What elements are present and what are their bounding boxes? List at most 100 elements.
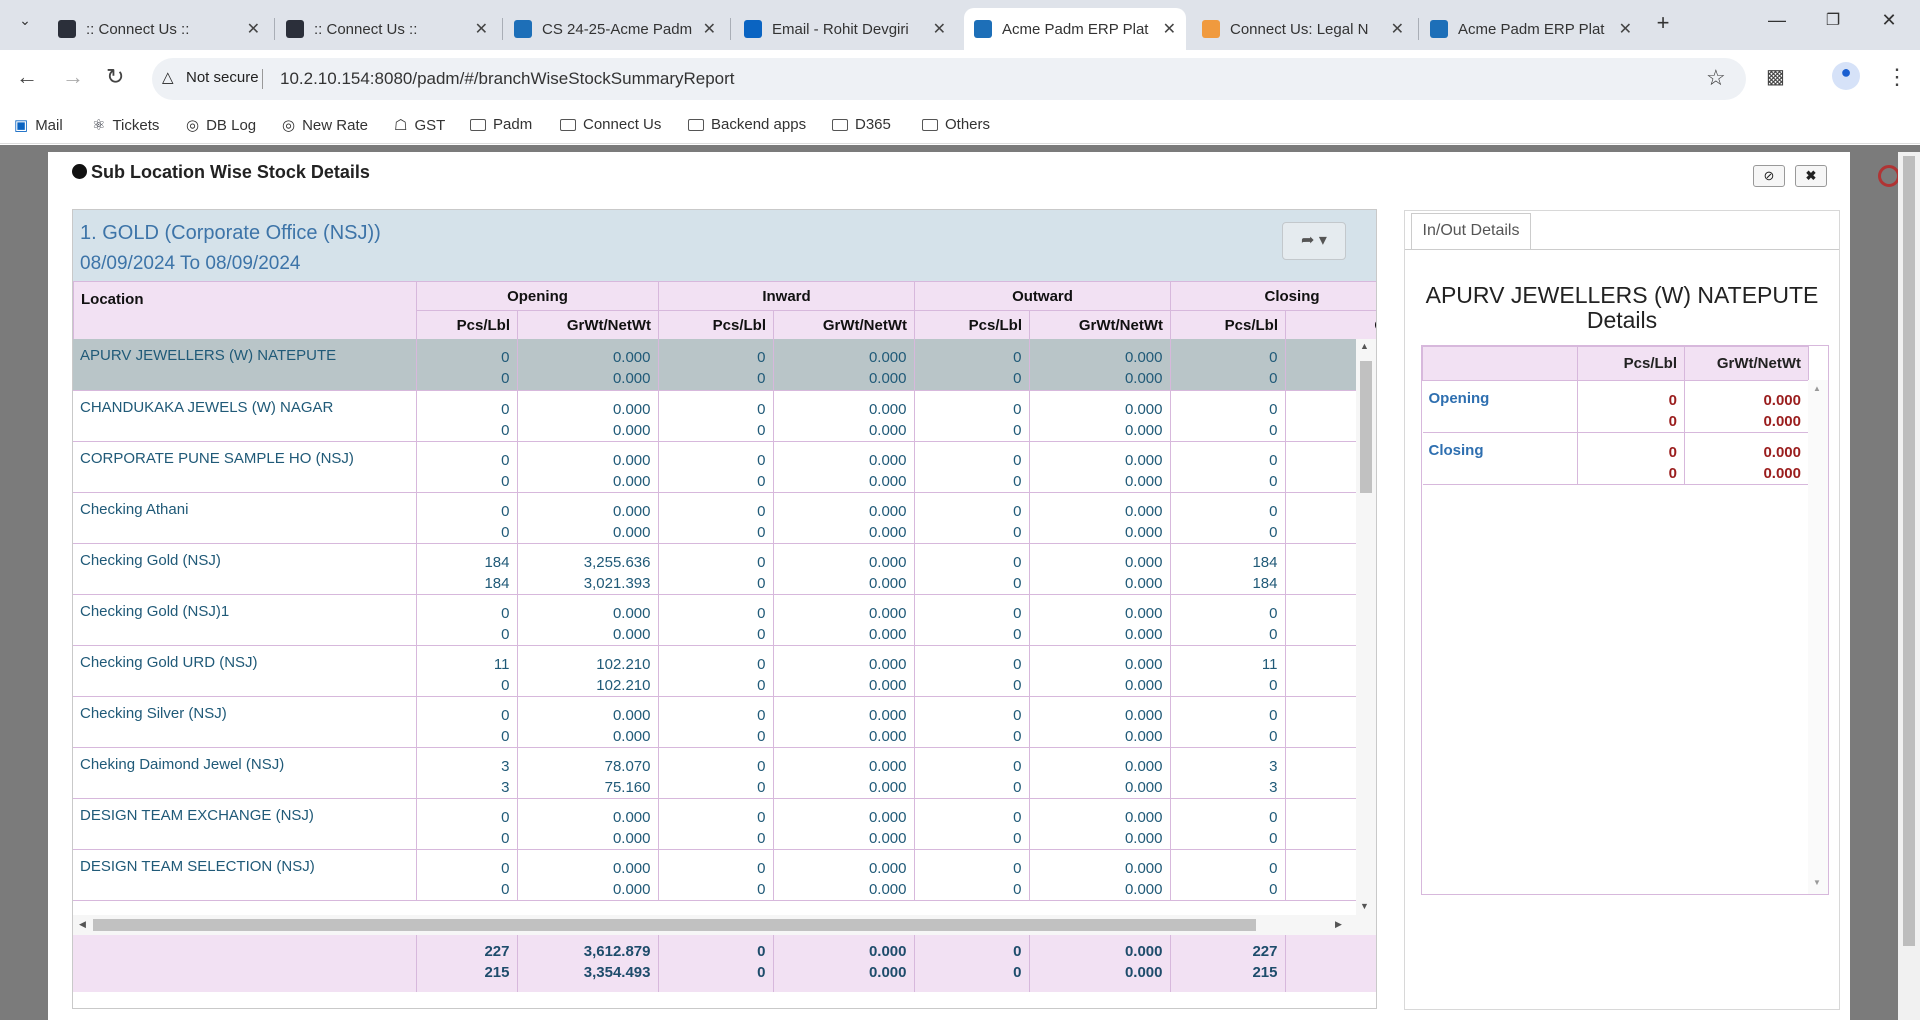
close-window-button[interactable]: ✕ — [1881, 10, 1897, 30]
bookmark-item[interactable]: ◎ New Rate — [282, 116, 368, 135]
table-row[interactable]: DESIGN TEAM EXCHANGE (NSJ) 0 0 0.000 0.000 0 0… — [73, 798, 1356, 850]
column-header-sub[interactable]: GrWt/NetWt — [773, 310, 916, 339]
table-row[interactable]: CORPORATE PUNE SAMPLE HO (NSJ) 0 0 0.000 0.0… — [73, 441, 1356, 493]
column-header-sub[interactable]: GrW — [1285, 310, 1376, 339]
tab-close-icon[interactable]: ✕ — [1618, 21, 1632, 38]
extensions-puzzle-icon[interactable]: ▩ — [1766, 66, 1785, 88]
browser-tab[interactable]: Acme Padm ERP Plat ✕ — [964, 8, 1186, 50]
table-row[interactable]: DESIGN TEAM SELECTION (NSJ) 0 0 0.000 0.000 0… — [73, 849, 1356, 901]
table-row[interactable]: Checking Gold URD (NSJ) 11 0 102.210 102.210… — [73, 645, 1356, 697]
side-scroll-up-icon[interactable]: ▲ — [1813, 384, 1821, 393]
page-vertical-scrollbar[interactable] — [1898, 152, 1920, 1020]
location-cell[interactable]: DESIGN TEAM SELECTION (NSJ) — [73, 849, 417, 901]
restore-button[interactable]: ❐ — [1825, 12, 1841, 29]
tab-inout-details[interactable]: In/Out Details — [1411, 213, 1531, 249]
new-tab-button[interactable]: + — [1656, 10, 1670, 35]
side-row-label[interactable]: Opening — [1422, 380, 1578, 433]
tab-favicon-icon — [58, 20, 76, 38]
column-header-sub[interactable]: Pcs/Lbl — [416, 310, 518, 339]
value-line: 0 — [1013, 604, 1022, 622]
forward-arrow-icon[interactable]: → — [62, 64, 84, 89]
table-row[interactable]: Checking Gold (NSJ) 184 184 3,255.636 3,021.… — [73, 543, 1356, 595]
tab-search-chevron-icon[interactable]: ⌄ — [19, 12, 31, 28]
side-row-label[interactable]: Closing — [1422, 432, 1578, 485]
browser-tab[interactable]: :: Connect Us :: ✕ — [276, 8, 498, 50]
table-row[interactable]: APURV JEWELLERS (W) NATEPUTE 0 0 0.000 0.000… — [73, 339, 1356, 391]
tab-close-icon[interactable]: ✕ — [702, 21, 716, 38]
bookmark-item[interactable]: Padm — [470, 116, 532, 133]
back-arrow-icon[interactable]: ← — [16, 64, 38, 89]
value-cell: 0.000 0.000 — [517, 594, 659, 646]
warning-triangle-icon[interactable]: △ — [162, 69, 174, 86]
scroll-left-arrow-icon[interactable]: ◀ — [79, 919, 86, 929]
bookmark-item[interactable]: Backend apps — [688, 116, 806, 133]
scroll-up-arrow-icon[interactable]: ▲ — [1360, 341, 1369, 351]
location-cell[interactable]: Checking Silver (NSJ) — [73, 696, 417, 748]
tab-close-icon[interactable]: ✕ — [246, 21, 260, 38]
side-vertical-scrollbar[interactable]: ▲ ▼ — [1808, 380, 1828, 894]
share-export-button[interactable]: ➦ ▾ — [1282, 222, 1346, 260]
bookmark-item[interactable]: ▣ Mail — [14, 116, 63, 135]
minimize-button[interactable]: — — [1768, 10, 1786, 30]
page-scroll-thumb[interactable] — [1903, 156, 1915, 946]
tab-close-icon[interactable]: ✕ — [1162, 21, 1176, 38]
column-header-sub[interactable]: Pcs/Lbl — [914, 310, 1031, 339]
table-horizontal-scrollbar[interactable]: ◀ ▶ — [73, 915, 1376, 935]
location-cell[interactable]: Checking Gold (NSJ) — [73, 543, 417, 595]
table-row[interactable]: Checking Gold (NSJ)1 0 0 0.000 0.000 0 0 0.000 0… — [73, 594, 1356, 646]
location-cell[interactable]: CHANDUKAKA JEWELS (W) NAGAR — [73, 390, 417, 442]
browser-tab[interactable]: :: Connect Us :: ✕ — [48, 8, 270, 50]
table-row[interactable]: CHANDUKAKA JEWELS (W) NAGAR 0 0 0.000 0.000 0… — [73, 390, 1356, 442]
location-cell[interactable]: Checking Gold (NSJ)1 — [73, 594, 417, 646]
tab-close-icon[interactable]: ✕ — [1390, 21, 1404, 38]
bookmark-item[interactable]: Others — [922, 116, 990, 133]
location-cell[interactable]: CORPORATE PUNE SAMPLE HO (NSJ) — [73, 441, 417, 493]
horizontal-scroll-thumb[interactable] — [93, 919, 1256, 931]
table-row[interactable]: Cheking Daimond Jewel (NSJ) 3 3 78.070 75.16… — [73, 747, 1356, 799]
url-bar[interactable]: △ Not secure 10.2.10.154:8080/padm/#/bra… — [152, 58, 1746, 100]
side-scroll-down-icon[interactable]: ▼ — [1813, 878, 1821, 887]
bookmark-item[interactable]: D365 — [832, 116, 891, 133]
vertical-scroll-thumb[interactable] — [1360, 361, 1372, 493]
column-header-sub[interactable]: Pcs/Lbl — [1170, 310, 1287, 339]
column-header-location[interactable]: Location — [73, 281, 417, 339]
bookmark-item[interactable]: Connect Us — [560, 116, 661, 133]
bookmark-item[interactable]: ⚛ Tickets — [92, 116, 159, 135]
menu-kebab-icon[interactable]: ⋮ — [1886, 64, 1908, 89]
location-cell[interactable]: DESIGN TEAM EXCHANGE (NSJ) — [73, 798, 417, 850]
tab-close-icon[interactable]: ✕ — [932, 21, 946, 38]
browser-tab[interactable]: Acme Padm ERP Plat ✕ — [1420, 8, 1642, 50]
browser-tab[interactable]: Connect Us: Legal N ✕ — [1192, 8, 1414, 50]
bookmark-item[interactable]: ☖ GST — [394, 116, 445, 135]
scroll-down-arrow-icon[interactable]: ▼ — [1360, 901, 1369, 911]
profile-avatar-icon[interactable]: ● — [1832, 62, 1860, 90]
column-header-sub[interactable]: Pcs/Lbl — [658, 310, 775, 339]
bookmark-item[interactable]: ◎ DB Log — [186, 116, 256, 135]
close-modal-button[interactable]: ✖ — [1795, 165, 1827, 187]
tab-close-icon[interactable]: ✕ — [474, 21, 488, 38]
reload-icon[interactable]: ↻ — [106, 64, 125, 89]
bookmark-label: Padm — [493, 116, 533, 133]
table-row[interactable]: Checking Silver (NSJ) 0 0 0.000 0.000 0 0 0.000… — [73, 696, 1356, 748]
security-label[interactable]: Not secure — [186, 69, 259, 86]
browser-tab[interactable]: CS 24-25-Acme Padm ✕ — [504, 8, 726, 50]
column-header-sub[interactable]: GrWt/NetWt — [516, 310, 660, 339]
location-cell[interactable]: Checking Athani — [73, 492, 417, 544]
column-header-sub[interactable]: GrWt/NetWt — [1029, 310, 1172, 339]
value-line: 0 — [1013, 829, 1022, 847]
location-cell[interactable]: Cheking Daimond Jewel (NSJ) — [73, 747, 417, 799]
table-row[interactable]: Checking Athani 0 0 0.000 0.000 0 0 0.000 0.000 0… — [73, 492, 1356, 544]
inout-details-panel: In/Out Details APURV JEWELLERS (W) NATEP… — [1404, 210, 1840, 1010]
location-cell[interactable]: APURV JEWELLERS (W) NATEPUTE — [73, 339, 417, 391]
browser-tab[interactable]: Email - Rohit Devgiri ✕ — [734, 8, 956, 50]
table-vertical-scrollbar[interactable]: ▲ ▼ — [1356, 339, 1376, 915]
column-group-outward: Outward — [914, 281, 1172, 311]
scroll-right-arrow-icon[interactable]: ▶ — [1335, 919, 1342, 929]
url-text[interactable]: 10.2.10.154:8080/padm/#/branchWiseStockS… — [280, 69, 735, 88]
bookmark-star-icon[interactable]: ☆ — [1706, 65, 1726, 90]
hide-eye-button[interactable]: ⊘ — [1753, 165, 1785, 187]
location-cell[interactable]: Checking Gold URD (NSJ) — [73, 645, 417, 697]
